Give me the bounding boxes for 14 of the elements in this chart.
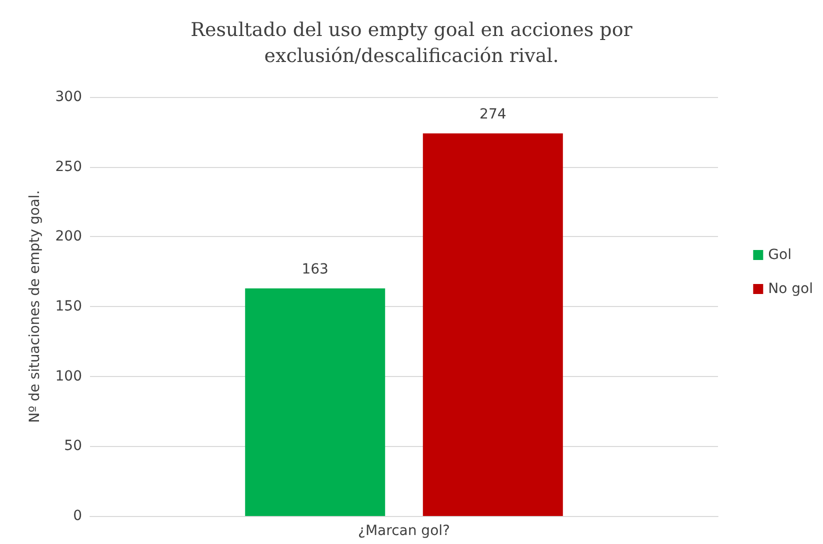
y-tick-label: 250	[55, 158, 82, 175]
data-label: 163	[302, 261, 328, 278]
legend-label: Gol	[768, 247, 792, 263]
y-tick-label: 0	[73, 508, 82, 524]
y-tick-label: 200	[55, 228, 82, 245]
y-tick-label: 150	[55, 298, 82, 314]
y-tick-label: 300	[55, 89, 82, 105]
data-label: 274	[480, 106, 506, 122]
y-axis-title: Nº de situaciones de empty goal.	[27, 190, 43, 423]
x-tick-label: ¿Marcan gol?	[358, 523, 450, 539]
y-tick-label: 50	[64, 438, 82, 454]
y-tick-label: 100	[55, 368, 82, 384]
chart-title: Resultado del uso empty goal en acciones por exclusión/descalificación rival.	[190, 19, 634, 67]
legend-label: No gol	[768, 281, 814, 297]
